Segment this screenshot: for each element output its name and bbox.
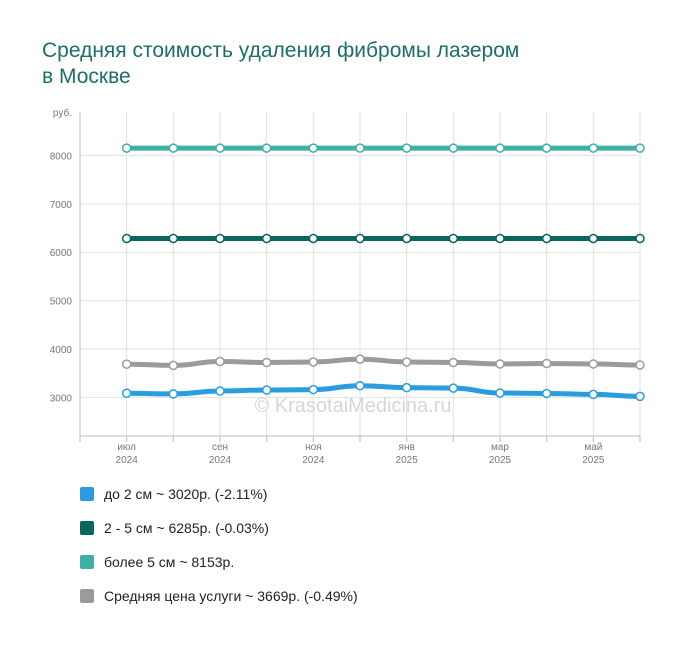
data-point[interactable] <box>308 233 319 244</box>
data-point[interactable] <box>121 359 132 369</box>
data-point[interactable] <box>308 384 319 395</box>
data-point[interactable] <box>355 233 365 244</box>
data-point[interactable] <box>215 143 225 153</box>
data-point[interactable] <box>401 382 412 393</box>
legend-item-series-4[interactable]: Средняя цена услуги ~ 3669р. (-0.49%) <box>80 588 358 605</box>
data-point[interactable] <box>308 143 319 153</box>
data-point[interactable] <box>541 143 552 153</box>
data-point[interactable] <box>261 385 272 395</box>
data-point[interactable] <box>495 359 505 369</box>
chart-title-line-2: в Москве <box>42 65 131 88</box>
data-point[interactable] <box>355 380 365 391</box>
data-point[interactable] <box>401 357 412 367</box>
data-point[interactable] <box>168 143 179 153</box>
y-tick-label: 8000 <box>50 152 73 163</box>
data-point[interactable] <box>541 388 552 399</box>
data-point[interactable] <box>541 233 552 244</box>
x-tick-label-month: июл <box>117 442 136 453</box>
data-point[interactable] <box>495 388 505 398</box>
y-tick-label: 4000 <box>50 345 73 356</box>
data-point[interactable] <box>495 143 505 153</box>
data-point[interactable] <box>635 360 645 370</box>
y-tick-label: 6000 <box>50 248 73 259</box>
legend-label-series-1: до 2 см ~ 3020р. (-2.11%) <box>104 486 268 502</box>
data-point[interactable] <box>401 233 412 244</box>
data-point[interactable] <box>541 358 552 369</box>
x-tick-label-year: 2025 <box>582 455 605 466</box>
chart-title-line-1: Средняя стоимость удаления фибромы лазер… <box>42 39 520 62</box>
x-tick-label-month: янв <box>399 442 415 453</box>
data-point[interactable] <box>215 386 225 396</box>
x-tick-label-month: май <box>584 442 602 453</box>
data-point[interactable] <box>495 233 505 244</box>
x-tick-label-year: 2024 <box>302 455 325 466</box>
y-tick-label: 7000 <box>50 200 73 211</box>
data-point[interactable] <box>448 233 459 244</box>
legend-item-series-3[interactable]: более 5 см ~ 8153р. <box>80 554 358 571</box>
data-point[interactable] <box>401 143 412 153</box>
legend-label-series-2: 2 - 5 см ~ 6285р. (-0.03%) <box>104 520 269 536</box>
chart-legend: до 2 см ~ 3020р. (-2.11%) 2 - 5 см ~ 628… <box>80 486 358 622</box>
x-tick-label-month: сен <box>212 442 228 453</box>
y-tick-label: 3000 <box>50 393 73 404</box>
x-tick-label-year: 2025 <box>489 455 512 466</box>
data-point[interactable] <box>168 233 179 244</box>
y-tick-label: 5000 <box>50 297 73 308</box>
data-point[interactable] <box>261 233 272 244</box>
data-point[interactable] <box>168 360 179 371</box>
data-point[interactable] <box>121 233 132 244</box>
data-point[interactable] <box>448 143 459 153</box>
legend-swatch-series-1 <box>80 487 94 501</box>
x-tick-label-month: мар <box>491 442 509 453</box>
x-tick-label-year: 2024 <box>116 455 139 466</box>
legend-swatch-series-2 <box>80 521 94 535</box>
data-point[interactable] <box>261 357 272 368</box>
legend-swatch-series-4 <box>80 589 94 603</box>
data-point[interactable] <box>635 143 645 153</box>
data-point[interactable] <box>448 383 459 393</box>
data-point[interactable] <box>168 389 179 399</box>
legend-item-series-2[interactable]: 2 - 5 см ~ 6285р. (-0.03%) <box>80 520 358 537</box>
line-chart: 3000 4000 5000 6000 7000 8000 руб. июл 2024 сен 20… <box>50 107 645 466</box>
x-tick-label-year: 2024 <box>209 455 232 466</box>
series-line-1 <box>124 383 643 399</box>
data-point[interactable] <box>635 391 645 402</box>
legend-label-series-4: Средняя цена услуги ~ 3669р. (-0.49%) <box>104 588 358 604</box>
watermark-text: © KrasotaiMedicina.ru <box>254 395 451 417</box>
x-tick-label-year: 2025 <box>396 455 419 466</box>
legend-label-series-3: более 5 см ~ 8153р. <box>104 554 235 570</box>
data-point[interactable] <box>355 143 365 153</box>
data-point[interactable] <box>588 389 599 400</box>
data-point[interactable] <box>215 233 225 244</box>
series-line-4 <box>124 356 643 368</box>
data-point[interactable] <box>448 357 459 368</box>
chart-title: Средняя стоимость удаления фибромы лазер… <box>42 38 662 90</box>
data-point[interactable] <box>121 143 132 153</box>
data-point[interactable] <box>121 388 132 398</box>
data-point[interactable] <box>355 354 365 364</box>
legend-item-series-1[interactable]: до 2 см ~ 3020р. (-2.11%) <box>80 486 358 503</box>
data-point[interactable] <box>588 233 599 244</box>
y-unit-label: руб. <box>53 107 72 119</box>
data-point[interactable] <box>215 356 225 367</box>
data-point[interactable] <box>588 359 599 369</box>
x-tick-label-month: ноя <box>305 442 322 453</box>
data-point[interactable] <box>588 143 599 153</box>
data-point[interactable] <box>635 233 645 244</box>
data-point[interactable] <box>261 143 272 153</box>
data-point[interactable] <box>308 357 319 367</box>
legend-swatch-series-3 <box>80 555 94 569</box>
